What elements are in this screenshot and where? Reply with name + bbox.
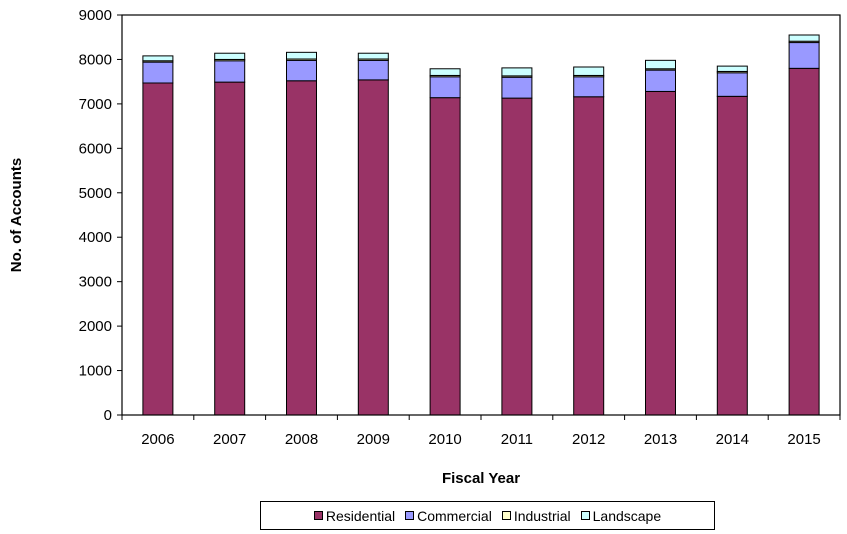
legend-label: Industrial — [513, 507, 571, 524]
y-tick-label: 5000 — [79, 185, 112, 202]
bar-commercial-2011 — [501, 76, 533, 99]
bar-commercial-2009 — [357, 59, 389, 81]
y-tick-label: 7000 — [79, 96, 112, 113]
bar-landscape-2010 — [429, 68, 461, 76]
x-tick-label: 2006 — [141, 431, 174, 448]
legend-swatch — [405, 511, 415, 520]
y-axis-ticks: 0 1000 2000 3000 4000 5000 6000 7000 8000 9000 — [79, 7, 122, 424]
y-tick-label: 4000 — [79, 229, 112, 246]
bar-landscape-2013 — [645, 59, 676, 70]
y-tick-label: 2000 — [79, 318, 112, 335]
bar-landscape-2006 — [142, 55, 174, 62]
bar-residential-2010 — [429, 97, 461, 416]
x-axis-ticks: 2006 2007 2008 2009 2010 2011 2012 2013 2014 2015 — [121, 415, 841, 448]
x-tick-label: 2008 — [285, 431, 318, 448]
x-tick-label: 2007 — [213, 431, 246, 448]
legend-item-commercial: Commercial — [405, 508, 492, 524]
x-tick-label: 2015 — [787, 431, 820, 448]
bar-landscape-2009 — [357, 52, 389, 60]
bar-landscape-2008 — [286, 51, 317, 60]
x-tick-label: 2012 — [572, 431, 605, 448]
bar-residential-2015 — [788, 67, 820, 416]
bar-residential-2014 — [716, 95, 748, 416]
legend-label: Residential — [325, 507, 396, 524]
legend-swatch — [580, 511, 590, 520]
y-tick-label: 8000 — [79, 51, 112, 68]
chart: 0 1000 2000 3000 4000 5000 6000 7000 8000 9000 20… — [8, 7, 841, 487]
legend-item-residential: Residential — [313, 507, 396, 524]
legend-label: Commercial — [417, 507, 492, 524]
legend: Residential Commercial Industrial Landscape — [260, 501, 715, 530]
legend-item-landscape: Landscape — [580, 507, 662, 524]
bar-residential-2012 — [573, 96, 605, 416]
legend-label: Landscape — [592, 507, 662, 524]
bar-commercial-2014 — [716, 72, 748, 97]
x-tick-label: 2013 — [644, 431, 677, 448]
y-tick-label: 6000 — [79, 140, 112, 157]
bar-landscape-2014 — [716, 65, 748, 72]
bar-commercial-2010 — [429, 76, 461, 99]
bar-landscape-2007 — [214, 52, 246, 60]
bar-residential-2013 — [645, 90, 676, 416]
bar-residential-2007 — [214, 81, 246, 416]
bar-commercial-2007 — [214, 60, 246, 83]
y-tick-label: 0 — [104, 407, 112, 424]
bar-landscape-2012 — [573, 66, 605, 76]
bar-landscape-2015 — [788, 34, 820, 42]
y-axis-title: No. of Accounts — [8, 158, 25, 272]
bar-commercial-2008 — [286, 59, 317, 82]
y-tick-label: 3000 — [79, 274, 112, 291]
bar-residential-2006 — [142, 82, 174, 416]
bar-landscape-2011 — [501, 67, 533, 77]
x-tick-label: 2011 — [501, 431, 533, 448]
legend-swatch — [501, 511, 511, 520]
bar-commercial-2012 — [573, 76, 605, 98]
x-tick-label: 2009 — [357, 431, 390, 448]
x-tick-label: 2014 — [716, 431, 749, 448]
x-axis-title: Fiscal Year — [442, 470, 520, 487]
legend-item-industrial: Industrial — [501, 507, 571, 524]
bar-residential-2008 — [286, 80, 317, 416]
y-tick-label: 1000 — [79, 363, 112, 380]
y-tick-label: 9000 — [79, 7, 112, 24]
bar-commercial-2006 — [142, 61, 174, 84]
bar-residential-2009 — [357, 79, 389, 416]
plot-frame — [121, 14, 841, 416]
legend-swatch — [313, 511, 323, 520]
bars — [142, 34, 820, 416]
bar-residential-2011 — [501, 97, 533, 416]
bar-commercial-2015 — [788, 42, 820, 69]
bar-commercial-2013 — [645, 69, 676, 92]
x-tick-label: 2010 — [428, 431, 461, 448]
